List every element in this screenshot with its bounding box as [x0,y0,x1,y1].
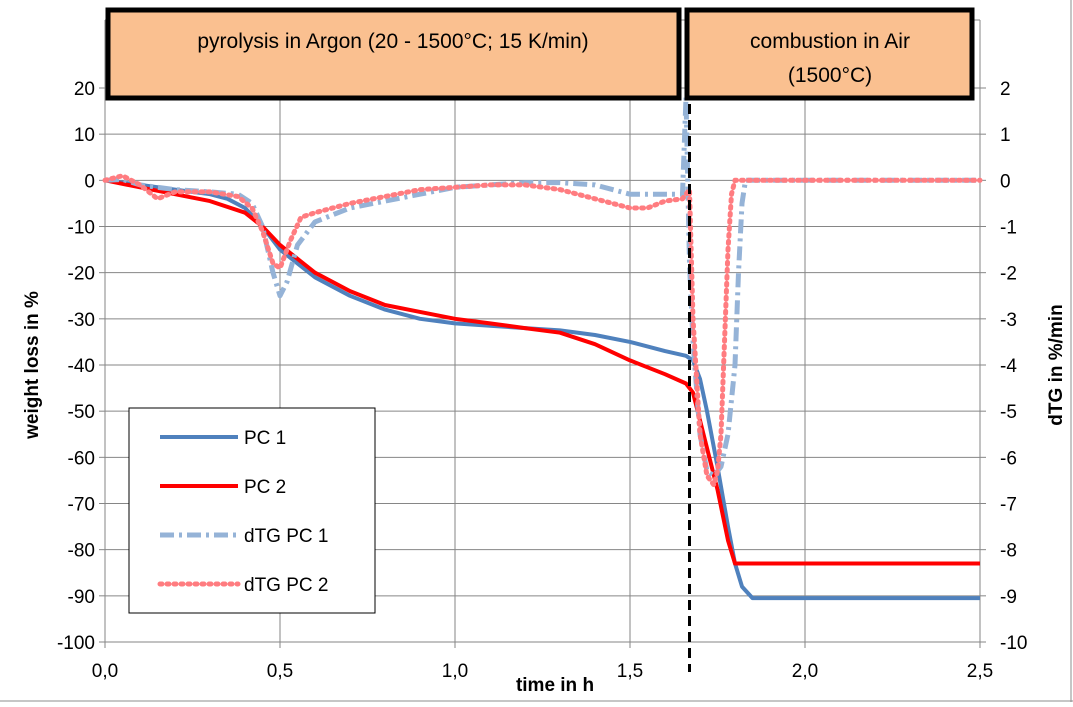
y-axis-right-tick-label: -5 [1000,402,1017,423]
y-axis-right-tick-label: -9 [1000,587,1017,608]
y-axis-right-tick-label: -1 [1000,218,1017,239]
phase-label-combustion-line1: combustion in Air [750,30,910,53]
y-axis-left-tick-label: -40 [68,356,95,377]
y-axis-left-tick-label: -70 [68,495,95,516]
phase-box-pyrolysis [105,7,682,101]
x-axis-tick-label: 1,0 [442,661,468,682]
y-axis-right-tick-label: 0 [1000,171,1011,192]
y-axis-left-tick-label: -100 [57,633,95,654]
phase-annotations: pyrolysis in Argon (20 - 1500°C; 15 K/mi… [105,7,975,672]
y-axis-left-tick-label: 10 [74,125,95,146]
x-axis-tick-label: 2,5 [967,661,993,682]
series-layer [102,94,983,601]
y-axis-left-title: weight loss in % [22,291,43,440]
y-axis-right-tick-label: -4 [1000,356,1017,377]
y-axis-right-tick-label: -7 [1000,495,1017,516]
legend-label: PC 2 [244,477,286,498]
y-axis-right-tick-label: -2 [1000,264,1017,285]
axes: 20100-10-20-30-40-50-60-70-80-90-100210-… [22,19,1067,696]
legend-label: dTG PC 1 [244,526,328,547]
legend: PC 1 PC 2 dTG PC 1 dTG PC 2 [128,407,376,614]
x-axis-title: time in h [516,675,594,696]
y-axis-right-tick-label: -10 [1000,633,1027,654]
y-axis-right-tick-label: -8 [1000,541,1017,562]
legend-box [128,407,376,614]
series-line-pc-2 [104,178,980,566]
series-line-dtg-pc-2 [102,173,983,488]
y-axis-left-tick-label: 20 [74,79,95,100]
y-axis-left-tick-label: -20 [68,264,95,285]
y-axis-left-tick-label: -30 [68,310,95,331]
y-axis-right-tick-label: 1 [1000,125,1011,146]
y-axis-left-tick-label: -60 [68,448,95,469]
y-axis-left-tick-label: -10 [68,218,95,239]
y-axis-right-tick-label: -6 [1000,448,1017,469]
y-axis-left-tick-label: -50 [68,402,95,423]
phase-label-combustion-line2: (1500°C) [788,64,872,87]
y-axis-left-tick-label: 0 [84,171,95,192]
legend-label: PC 1 [244,428,286,449]
phase-label-pyrolysis: pyrolysis in Argon (20 - 1500°C; 15 K/mi… [197,30,588,53]
legend-label: dTG PC 2 [244,575,328,596]
x-axis-tick-label: 0,5 [267,661,293,682]
y-axis-left-tick-label: -80 [68,541,95,562]
y-axis-left-tick-label: -90 [68,587,95,608]
y-axis-right-tick-label: 2 [1000,79,1011,100]
y-axis-right-title: dTG in %/min [1046,304,1067,425]
x-axis-tick-label: 1,5 [617,661,643,682]
x-axis-tick-label: 0,0 [92,661,118,682]
phase-box-combustion [684,7,975,101]
x-axis-tick-label: 2,0 [792,661,818,682]
y-axis-right-tick-label: -3 [1000,310,1017,331]
